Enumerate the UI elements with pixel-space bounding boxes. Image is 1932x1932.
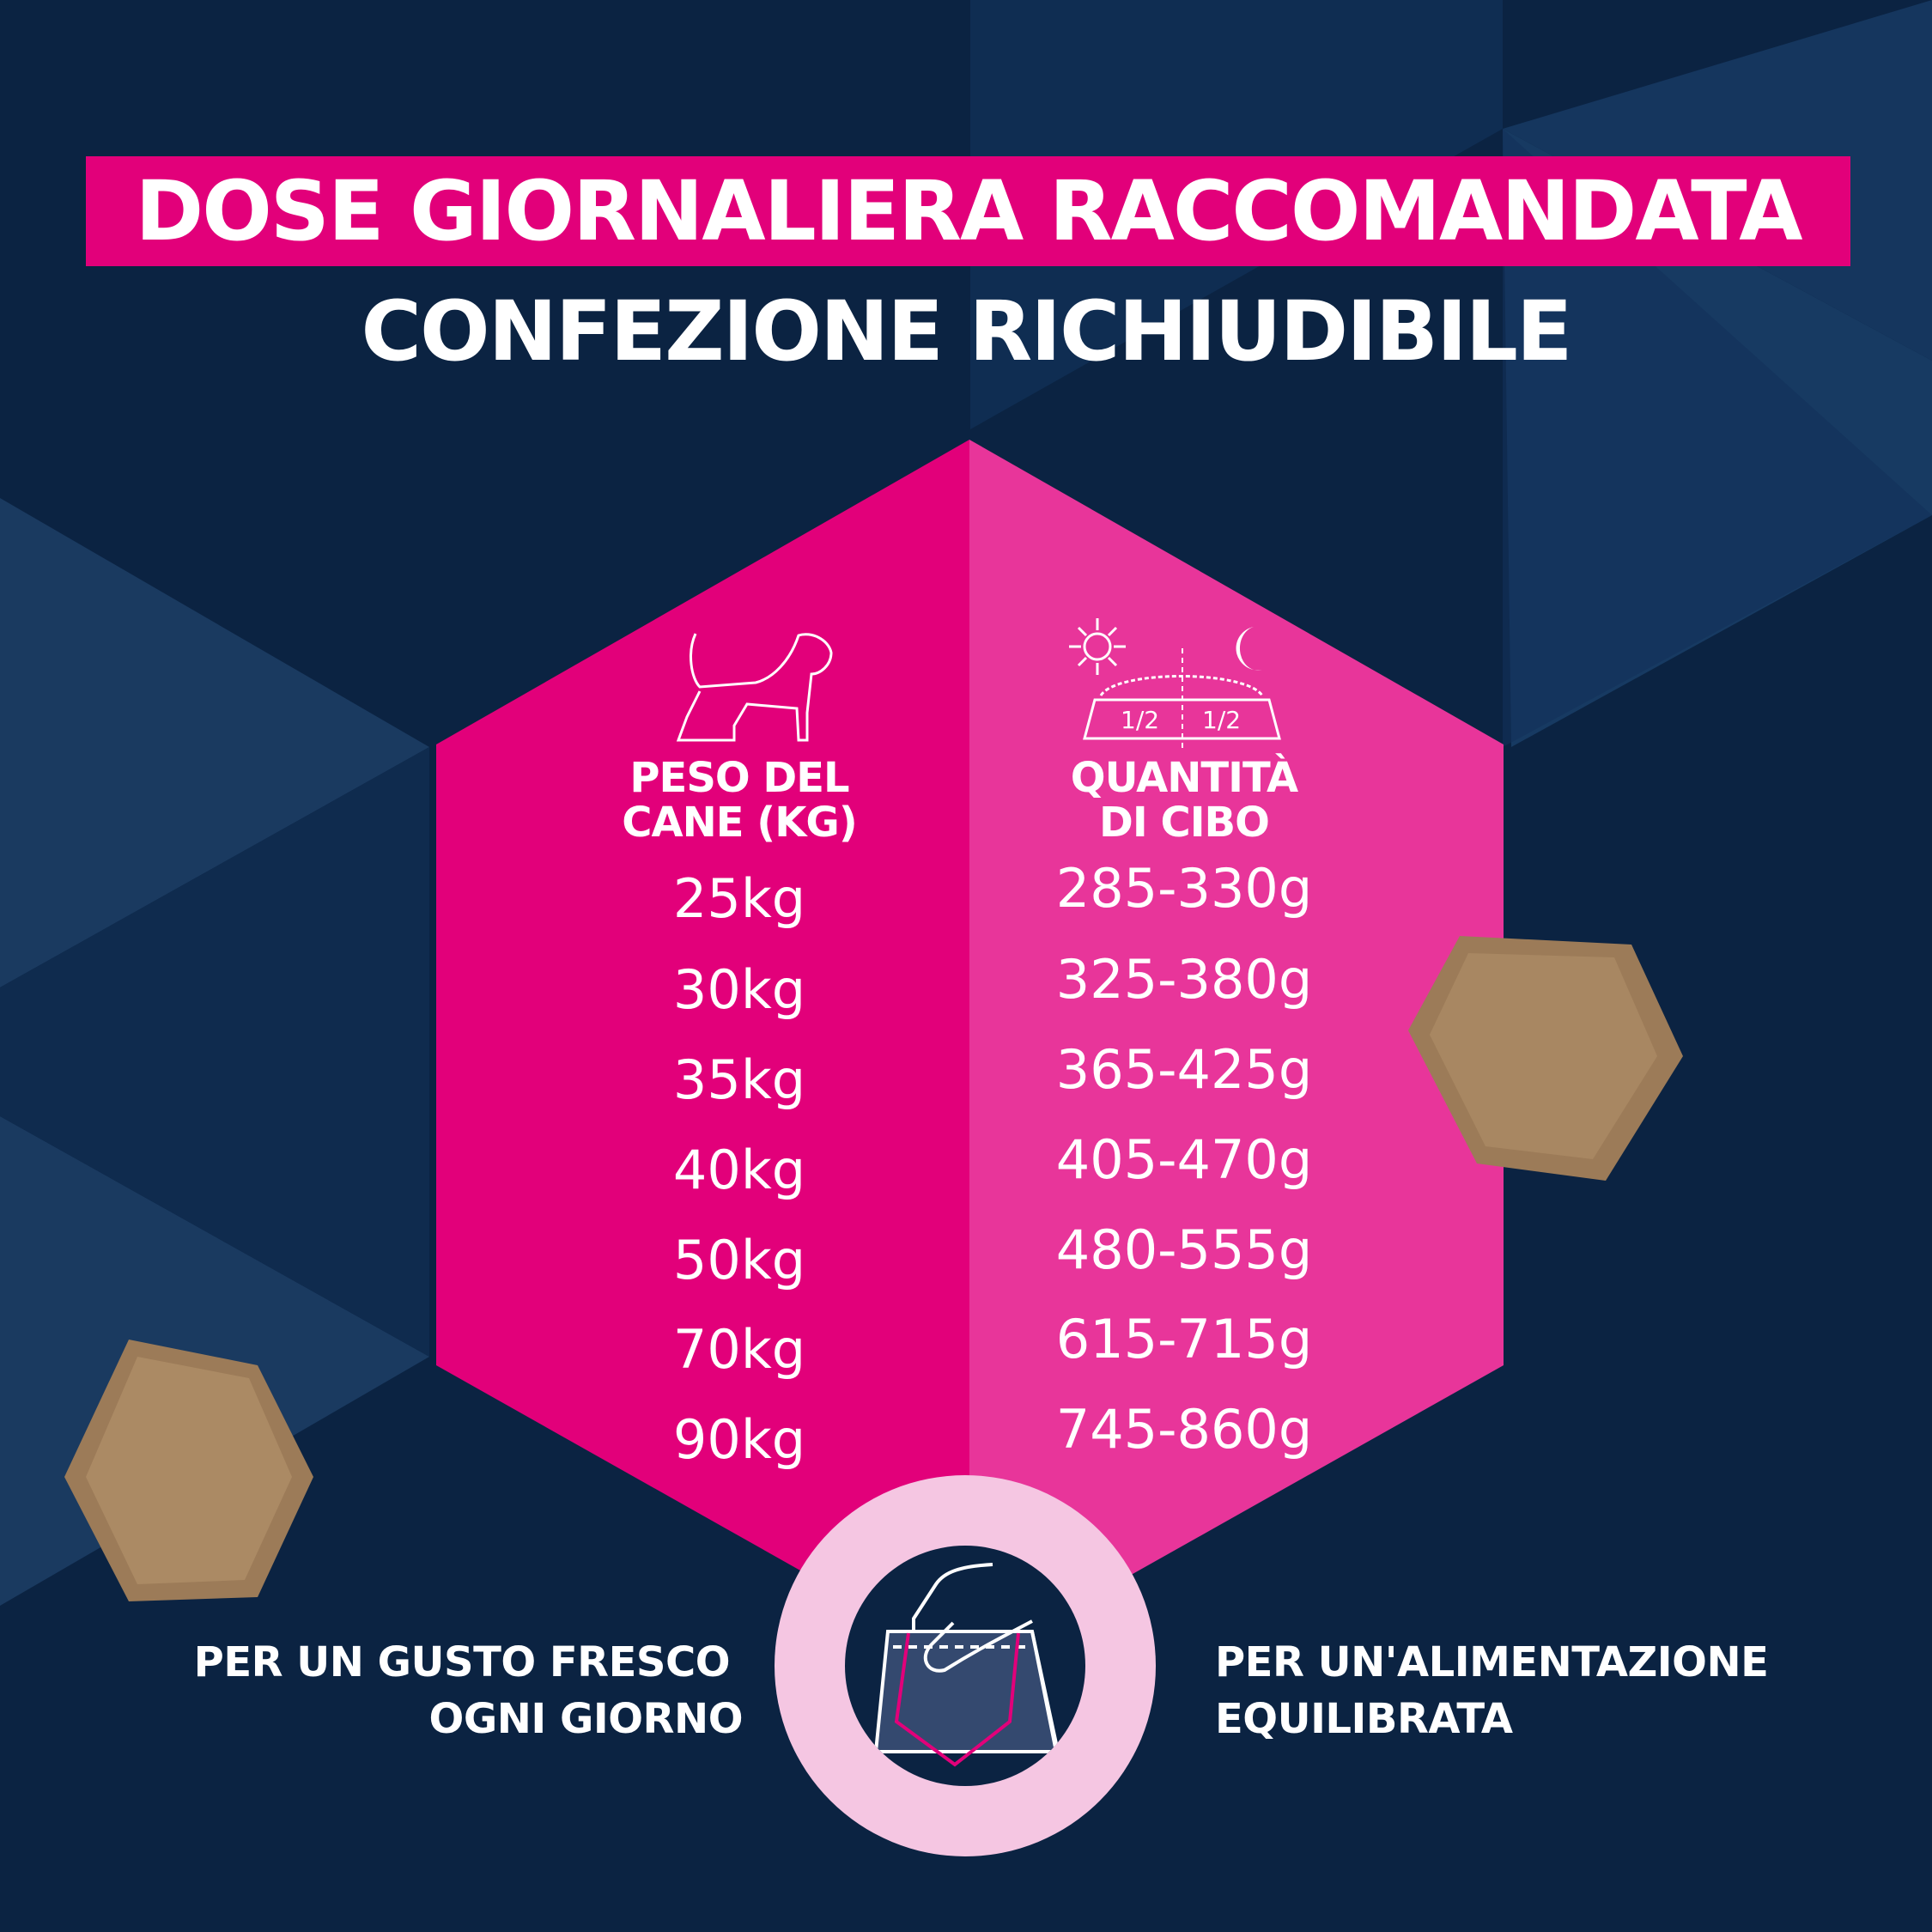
amount-cell: 615-715g — [1055, 1308, 1313, 1370]
footer-right-line: EQUILIBRATA — [1215, 1695, 1513, 1743]
footer-right-text: PER UN'ALIMENTAZIONE EQUILIBRATA — [1215, 1634, 1769, 1747]
weight-cell: 25kg — [672, 867, 806, 930]
sun-icon — [1069, 618, 1126, 675]
page-title: DOSE GIORNALIERA RACCOMANDATA — [135, 163, 1803, 259]
weight-cell: 30kg — [672, 958, 806, 1021]
footer-left-text: PER UN GUSTO FRESCO OGNI GIORNO — [193, 1634, 744, 1747]
dog-icon — [676, 633, 833, 742]
food-header-line: DI CIBO — [1099, 799, 1270, 847]
page-subtitle: CONFEZIONE RICHIUDIBILE — [361, 283, 1573, 380]
weight-cell: 50kg — [672, 1229, 806, 1291]
food-header: QUANTITÀ DI CIBO — [1012, 756, 1356, 845]
weight-cell: 40kg — [672, 1139, 806, 1201]
weight-cell: 35kg — [672, 1048, 806, 1111]
amount-cell: 405-470g — [1055, 1128, 1313, 1191]
kibble-image — [64, 936, 1683, 1601]
amount-cell: 325-380g — [1055, 948, 1313, 1011]
weight-cell: 90kg — [672, 1408, 806, 1471]
weight-header: PESO DEL CANE (KG) — [568, 756, 911, 845]
weight-header-line: CANE (KG) — [622, 799, 858, 847]
footer-left-line: PER UN GUSTO FRESCO — [193, 1638, 731, 1686]
hexagon-right — [969, 440, 1504, 1666]
weight-header-line: PESO DEL — [629, 754, 849, 802]
food-bowl-icon — [1083, 648, 1281, 751]
weight-cell: 70kg — [672, 1318, 806, 1381]
title-banner: DOSE GIORNALIERA RACCOMANDATA — [86, 156, 1850, 266]
hexagon-left — [436, 440, 969, 1666]
bowl-label-left: 1/2 — [1121, 706, 1160, 734]
amount-cell: 285-330g — [1055, 857, 1313, 920]
footer-right-line: PER UN'ALIMENTAZIONE — [1215, 1638, 1769, 1686]
amount-cell: 365-425g — [1055, 1038, 1313, 1101]
food-header-line: QUANTITÀ — [1070, 754, 1298, 802]
amount-cell: 480-555g — [1055, 1218, 1313, 1281]
amount-cell: 745-860g — [1055, 1398, 1313, 1461]
footer-left-line: OGNI GIORNO — [428, 1695, 744, 1743]
bowl-label-right: 1/2 — [1202, 706, 1242, 734]
